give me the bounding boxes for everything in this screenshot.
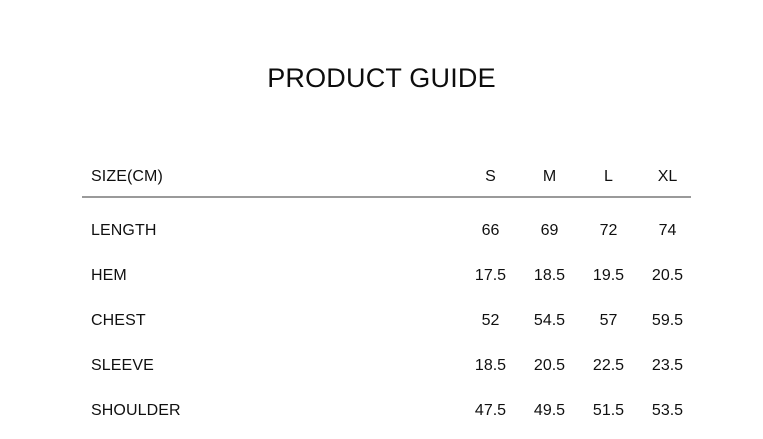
size-value: 47.5: [474, 401, 507, 419]
size-value: 74: [658, 221, 677, 239]
row-label: SLEEVE: [91, 356, 154, 374]
table-row: LENGTH 66 69 72 74: [82, 208, 697, 253]
size-value: 54.5: [533, 311, 566, 329]
size-value: 49.5: [533, 401, 566, 419]
size-value: 69: [540, 221, 559, 239]
row-label: HEM: [91, 266, 127, 284]
size-value: 18.5: [474, 356, 507, 374]
table-row: SLEEVE 18.5 20.5 22.5 23.5: [82, 343, 697, 388]
size-column-header-s: S: [485, 167, 496, 185]
size-value: 59.5: [651, 311, 684, 329]
size-column-header-l: L: [604, 167, 613, 185]
size-column-header-m: M: [542, 167, 557, 185]
size-table-header-row: SIZE(CM) S M L XL: [82, 157, 697, 196]
size-value: 23.5: [651, 356, 684, 374]
row-label: CHEST: [91, 311, 146, 329]
size-unit-header: SIZE(CM): [91, 167, 163, 185]
size-column-header-xl: XL: [657, 167, 678, 185]
size-value: 20.5: [533, 356, 566, 374]
size-value: 19.5: [592, 266, 625, 284]
row-label: LENGTH: [91, 221, 157, 239]
size-table: SIZE(CM) S M L XL LENGTH 66 69 72 74 HEM…: [82, 157, 691, 433]
size-value: 52: [481, 311, 500, 329]
size-value: 17.5: [474, 266, 507, 284]
size-value: 20.5: [651, 266, 684, 284]
row-label: SHOULDER: [91, 401, 181, 419]
size-value: 53.5: [651, 401, 684, 419]
size-value: 18.5: [533, 266, 566, 284]
size-table-body: LENGTH 66 69 72 74 HEM 17.5 18.5 19.5 20…: [82, 198, 691, 433]
size-value: 72: [599, 221, 618, 239]
size-value: 22.5: [592, 356, 625, 374]
table-row: CHEST 52 54.5 57 59.5: [82, 298, 697, 343]
size-value: 57: [599, 311, 618, 329]
header-divider: [82, 196, 691, 198]
size-value: 51.5: [592, 401, 625, 419]
size-value: 66: [481, 221, 500, 239]
page-title: PRODUCT GUIDE: [267, 63, 496, 94]
table-row: SHOULDER 47.5 49.5 51.5 53.5: [82, 388, 697, 433]
table-row: HEM 17.5 18.5 19.5 20.5: [82, 253, 697, 298]
